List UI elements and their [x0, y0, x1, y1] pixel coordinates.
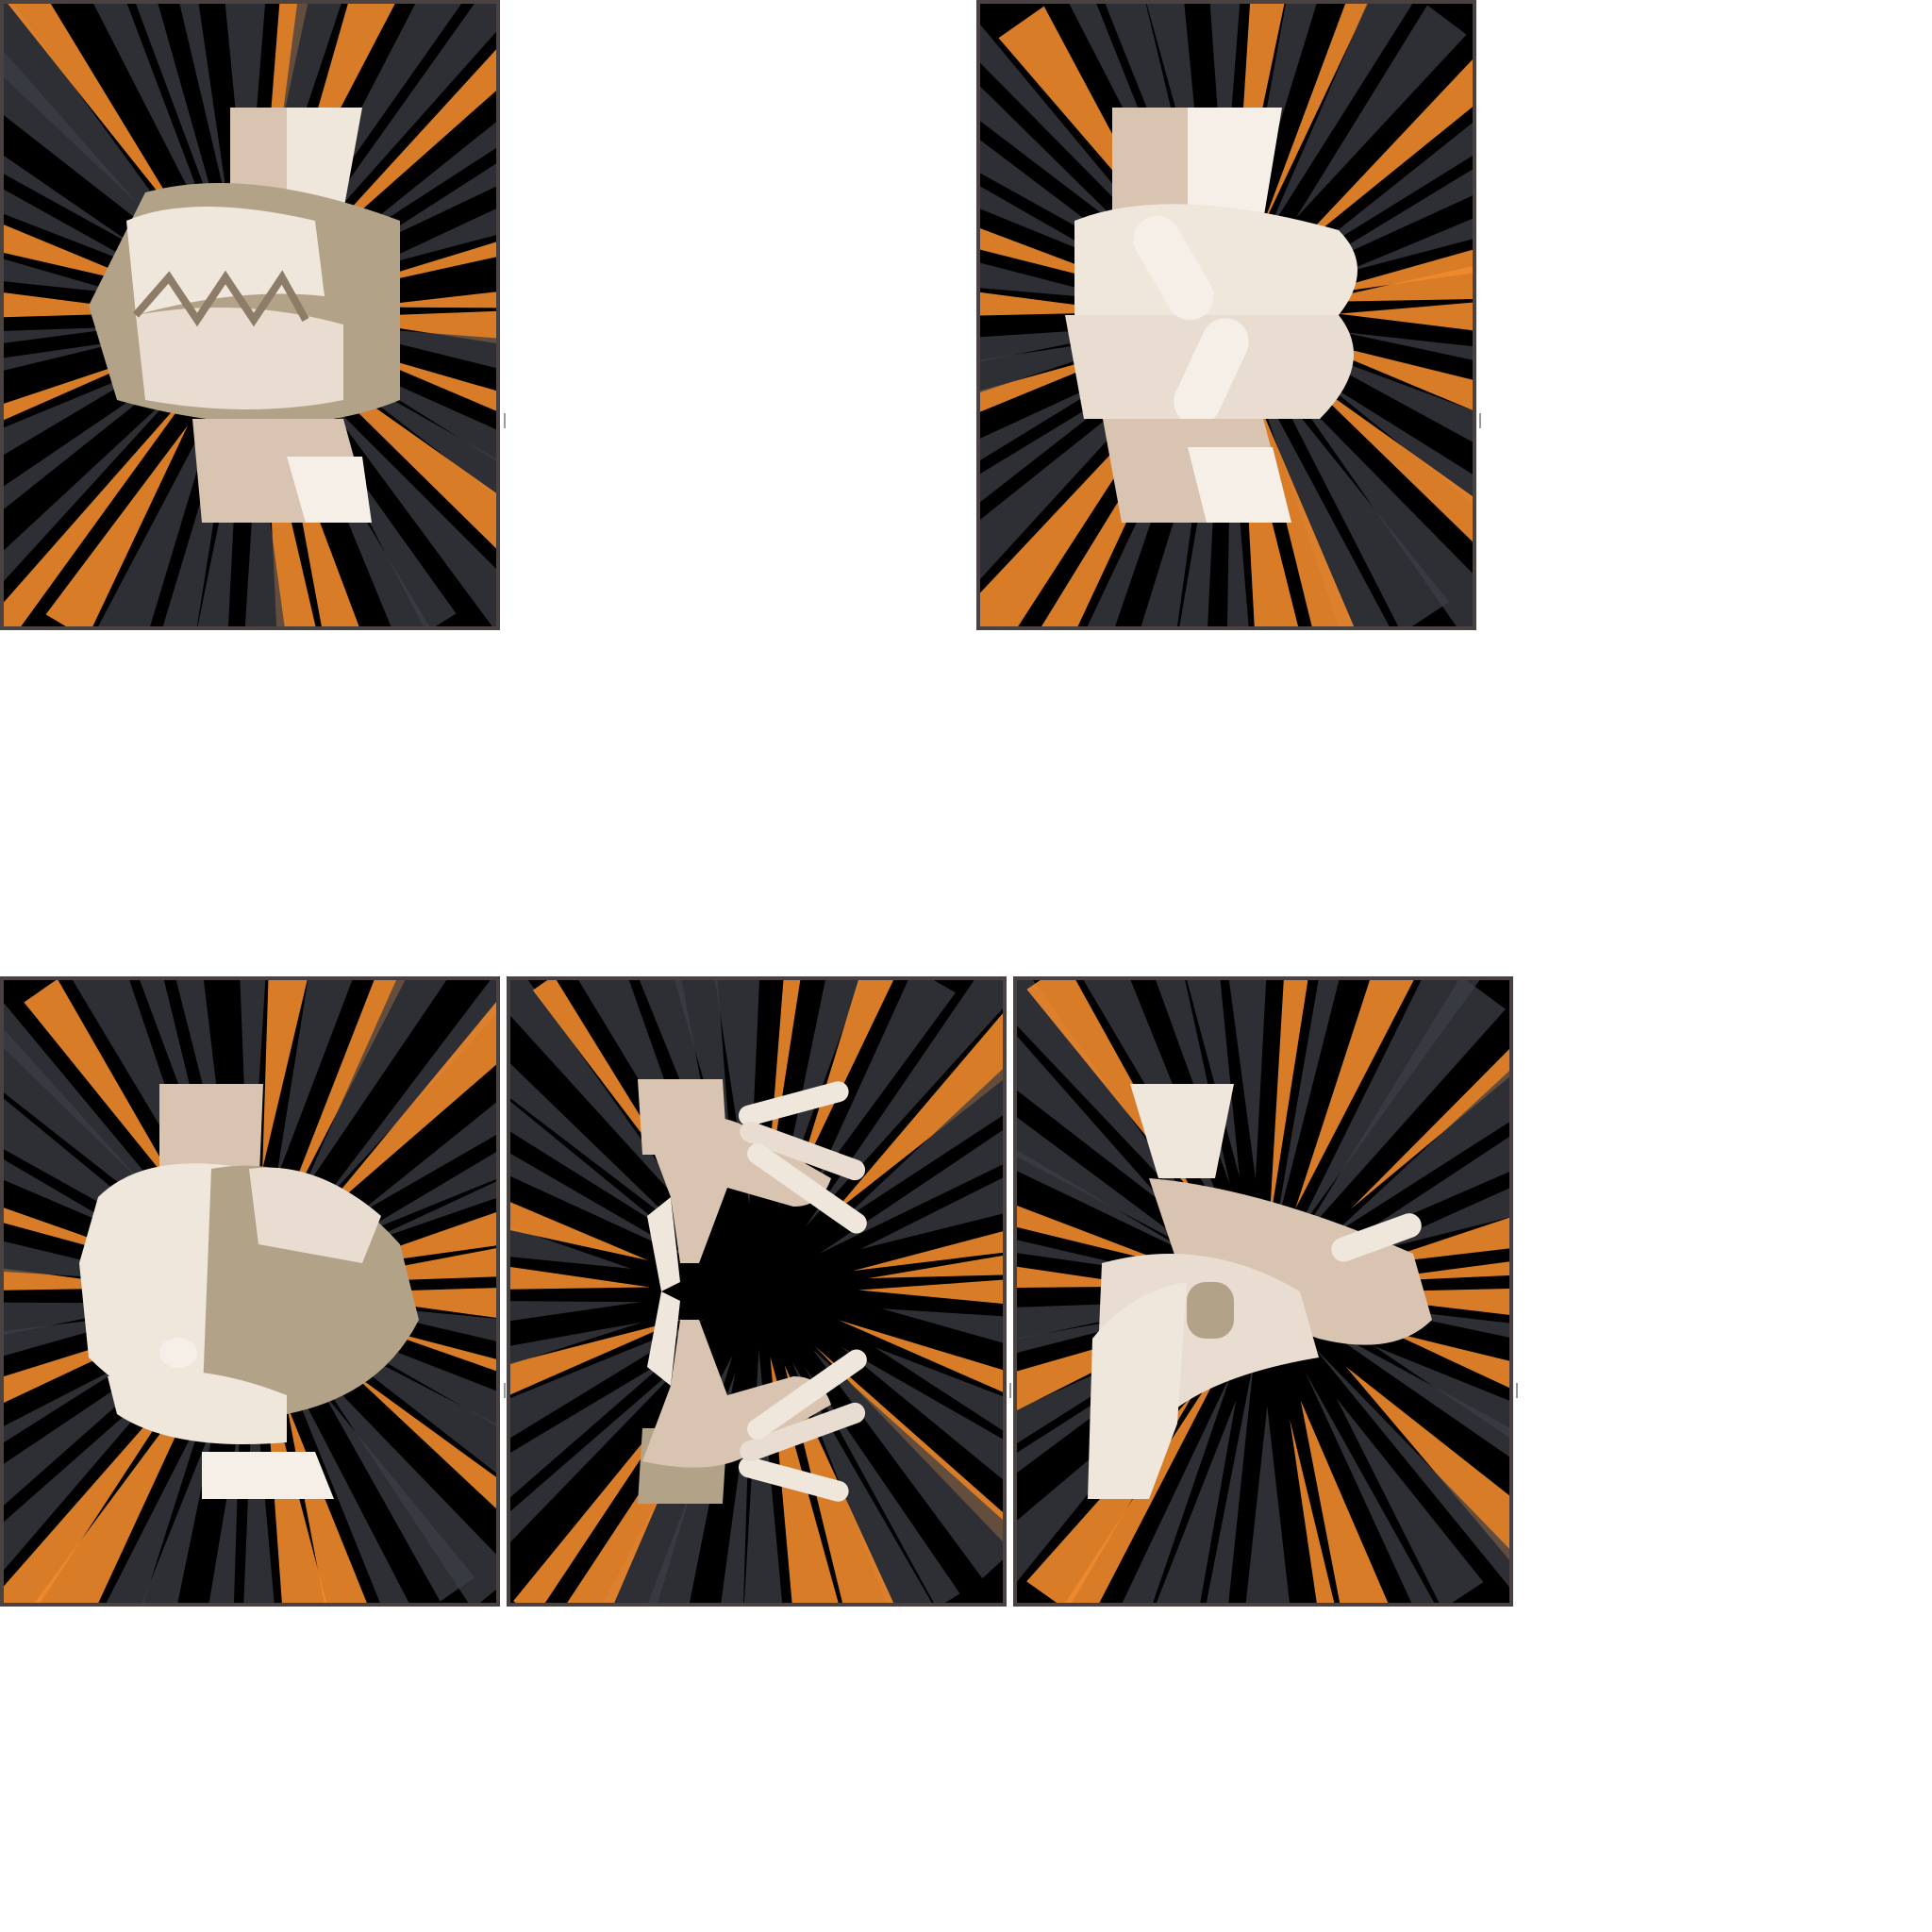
burst-ray-gray	[307, 423, 430, 626]
burst-ray-orange	[858, 1279, 1003, 1304]
panel-edge-marker	[1516, 1383, 1518, 1398]
burst-ray-gray	[93, 4, 222, 254]
illustration-panel-hand-clasping-fist	[0, 976, 500, 1607]
burst-ray-gray	[1017, 1240, 1163, 1274]
burst-ray-gray	[510, 1153, 700, 1263]
burst-ray-gray	[4, 365, 155, 456]
panel-edge-marker	[504, 1383, 506, 1398]
burst-ray-orange	[510, 1266, 651, 1290]
interlocked-fists-illustration	[4, 4, 496, 626]
burst-ray-gray	[1274, 384, 1450, 626]
burst-ray-orange	[311, 1248, 496, 1284]
burst-ray-gray	[1313, 1346, 1509, 1588]
burst-ray-gray	[980, 86, 1137, 241]
panel-edge-marker	[1479, 413, 1481, 428]
burst-ray-orange	[1345, 1366, 1509, 1560]
burst-ray-gray	[136, 4, 228, 251]
burst-ray-orange	[45, 425, 189, 626]
burst-ray-gray	[881, 1308, 1003, 1343]
burst-ray-gray	[819, 1129, 1003, 1254]
burst-ray-gray	[4, 1311, 158, 1357]
illustration-panel-mirrored-reaching-hands	[507, 976, 1007, 1607]
burst-ray-gray	[1017, 1301, 1200, 1340]
burst-ray-orange	[295, 49, 496, 269]
burst-ray-gray	[208, 1420, 241, 1603]
burst-ray-gray	[1356, 1305, 1509, 1338]
mirrored-reaching-hands-illustration	[510, 980, 1003, 1603]
burst-ray-orange	[286, 1404, 367, 1603]
pinky-grip-illustration	[980, 4, 1473, 626]
burst-ray-orange	[322, 242, 496, 295]
burst-ray-gray	[1289, 386, 1473, 626]
burst-ray-orange	[296, 352, 496, 549]
burst-ray-orange	[4, 1324, 171, 1404]
burst-ray-gray	[4, 340, 132, 371]
burst-ray-gray	[179, 4, 230, 216]
burst-ray-gray	[1336, 1398, 1484, 1603]
burst-ray-orange	[1313, 266, 1473, 303]
burst-ray-gray	[4, 326, 130, 343]
burst-ray-gray	[791, 1361, 932, 1603]
crossed-arm-grip-illustration	[1017, 980, 1509, 1603]
hand-graphic-top	[638, 1079, 867, 1291]
burst-ray-orange	[831, 1013, 1003, 1216]
hand-graphic	[1088, 1084, 1432, 1499]
burst-ray-orange	[24, 980, 187, 1203]
burst-ray-orange	[838, 1320, 1003, 1392]
burst-ray-gray	[1228, 980, 1267, 1179]
burst-ray-gray	[1250, 367, 1390, 626]
burst-ray-gray	[1295, 5, 1467, 219]
illustration-panel-interlocked-fists	[0, 0, 500, 630]
burst-ray-gray	[1298, 980, 1506, 1241]
burst-ray-gray	[320, 325, 496, 369]
burst-background	[510, 980, 1003, 1603]
burst-ray-gray	[326, 122, 496, 258]
burst-ray-gray	[840, 1069, 1003, 1223]
burst-ray-gray	[307, 1358, 496, 1603]
hand-clasping-fist-illustration	[4, 980, 496, 1603]
burst-ray-gray	[4, 156, 140, 249]
burst-ray-gray	[323, 1392, 475, 1602]
burst-ray-gray	[1245, 1406, 1290, 1603]
panel-edge-marker	[504, 413, 506, 428]
burst-ray-gray	[874, 1347, 1003, 1431]
burst-ray-gray	[1354, 1137, 1509, 1240]
burst-ray-orange	[4, 380, 199, 626]
illustration-panel-pinky-grip	[976, 0, 1476, 630]
burst-ray-orange	[1338, 302, 1473, 331]
hand-graphic	[79, 1084, 419, 1499]
burst-ray-gray	[1330, 1071, 1509, 1237]
burst-ray-gray	[352, 1152, 496, 1238]
burst-ray-gray	[317, 390, 496, 626]
hand-graphic-bottom	[638, 1291, 867, 1504]
burst-ray-gray	[980, 325, 1158, 362]
burst-ray-gray	[4, 189, 149, 271]
hand-graphic	[89, 108, 400, 523]
burst-ray-orange	[4, 1374, 190, 1603]
burst-ray-gray	[98, 396, 220, 626]
burst-ray-gray	[510, 1301, 641, 1322]
burst-ray-gray	[312, 980, 496, 1214]
burst-ray-orange	[1297, 372, 1473, 542]
burst-ray-orange	[8, 4, 189, 231]
hand-graphic	[1065, 108, 1357, 523]
burst-ray-orange	[853, 1231, 1003, 1272]
burst-ray-gray	[1287, 123, 1473, 272]
burst-ray-gray	[1209, 4, 1241, 204]
burst-ray-gray	[510, 1226, 632, 1269]
burst-ray-gray	[815, 980, 956, 1184]
illustration-panel-crossed-arm-grip	[1013, 976, 1513, 1607]
panel-edge-marker	[1009, 1383, 1011, 1398]
burst-ray-gray	[1017, 1036, 1168, 1208]
burst-ray-gray	[510, 980, 708, 1233]
burst-ray-orange	[510, 1319, 682, 1395]
burst-ray-gray	[4, 258, 125, 294]
burst-ray-gray	[4, 380, 187, 582]
